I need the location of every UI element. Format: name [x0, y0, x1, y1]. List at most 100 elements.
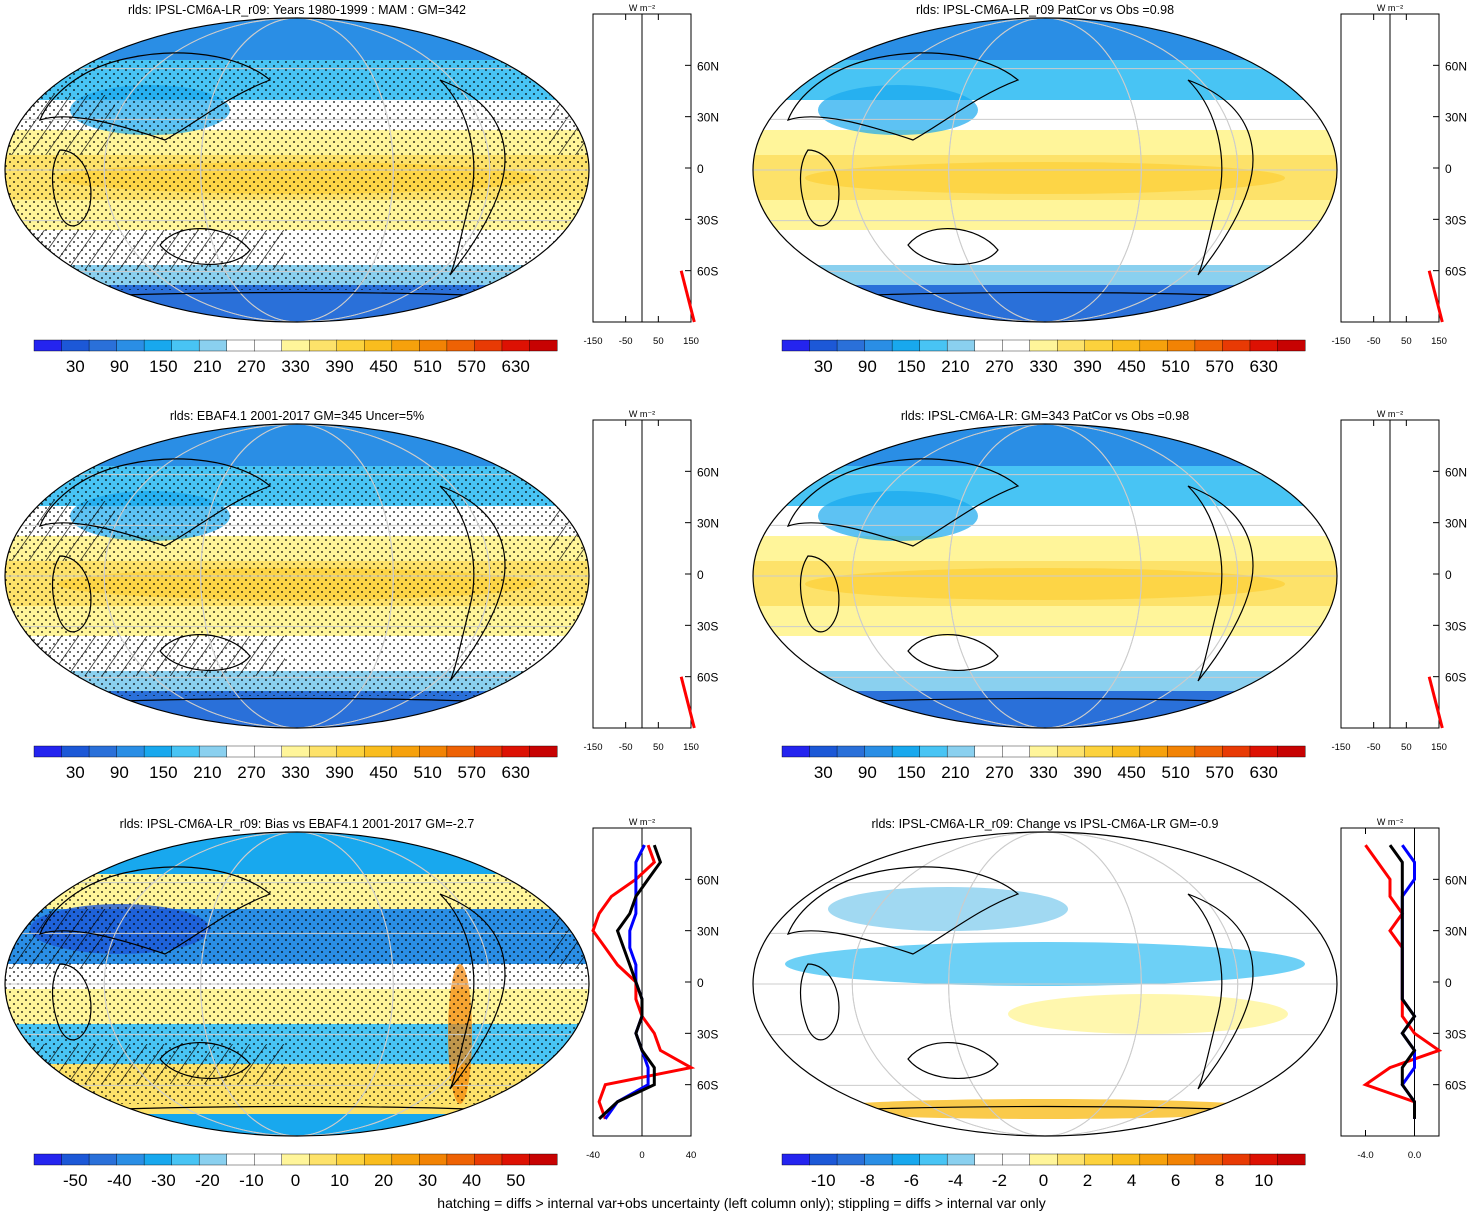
- map-outline: [752, 423, 1338, 729]
- coastline: [159, 1041, 251, 1080]
- profile-lat-label: 30N: [697, 517, 719, 531]
- profile-lat-label: 30S: [697, 619, 718, 633]
- colorbar-label: 330: [1029, 357, 1057, 376]
- colorbar-swatch: [864, 1153, 893, 1166]
- profile-series-red: [1427, 270, 1444, 323]
- map-field: [5, 832, 589, 1136]
- profile-lat-label: 60S: [1445, 265, 1466, 279]
- colorbar-label: 270: [985, 763, 1013, 782]
- profile-lat-label: 60N: [1445, 59, 1467, 73]
- colorbar-swatch: [1222, 745, 1251, 758]
- colorbar-label: 40: [462, 1171, 481, 1190]
- profile-x-label: 150: [1431, 336, 1447, 347]
- colorbar-swatch: [1002, 745, 1031, 758]
- coastline: [51, 149, 92, 227]
- coastline: [159, 633, 251, 672]
- profile-unit: W m⁻²: [1377, 3, 1403, 13]
- colorbar-swatch: [336, 1153, 365, 1166]
- colorbar-swatch: [1194, 745, 1223, 758]
- colorbar-swatch: [474, 1153, 503, 1166]
- colorbar-label: -2: [992, 1171, 1007, 1190]
- colorbar-label: 630: [1250, 763, 1278, 782]
- colorbar-label: -4: [948, 1171, 963, 1190]
- colorbar-swatch: [891, 745, 921, 758]
- profile-lat-label: 60S: [1445, 1079, 1466, 1093]
- colorbar-swatch: [974, 1153, 1003, 1166]
- colorbar-swatch: [529, 339, 558, 352]
- colorbar-label: 330: [281, 763, 309, 782]
- profile-x-label: -150: [583, 336, 602, 347]
- colorbar-label: 150: [149, 357, 177, 376]
- colorbar-label: -8: [860, 1171, 875, 1190]
- colorbar-swatch: [1194, 1153, 1223, 1166]
- coastline: [1187, 485, 1254, 682]
- colorbar-swatch: [1057, 1153, 1086, 1166]
- colorbar-label: 390: [325, 763, 353, 782]
- colorbar-label: 450: [1117, 763, 1145, 782]
- colorbar-swatch: [171, 339, 200, 352]
- coastline: [786, 458, 1020, 547]
- colorbar-label: 510: [413, 763, 441, 782]
- colorbar-label: -30: [151, 1171, 176, 1190]
- colorbar-swatch: [116, 1153, 145, 1166]
- profile-x-label: -4.0: [1357, 1150, 1373, 1161]
- colorbar-swatch: [171, 745, 200, 758]
- profile-lat-label: 30S: [697, 1027, 718, 1041]
- colorbar-swatch: [919, 745, 948, 758]
- colorbar-swatch: [1057, 339, 1086, 352]
- profile-lat-label: 30N: [1445, 925, 1467, 939]
- colorbar-swatch: [1167, 339, 1196, 352]
- profile-lat-label: 30N: [1445, 517, 1467, 531]
- colorbar-swatch: [1112, 339, 1141, 352]
- colorbar-label: 30: [418, 1171, 437, 1190]
- map-outline: [4, 423, 590, 729]
- colorbar-swatch: [446, 1153, 475, 1166]
- colorbar-swatch: [226, 1153, 255, 1166]
- colorbar-swatch: [781, 745, 811, 758]
- colorbar-swatch: [309, 339, 338, 352]
- profile-series-blue: [1400, 844, 1417, 1119]
- coastline: [439, 893, 506, 1090]
- colorbar-swatch: [116, 339, 145, 352]
- colorbar-swatch: [836, 339, 866, 352]
- colorbar-label: 570: [1205, 763, 1233, 782]
- profile-lat-label: 30S: [697, 213, 718, 227]
- colorbar-swatch: [919, 339, 948, 352]
- colorbar-swatch: [33, 339, 63, 352]
- colorbar-label: -10: [239, 1171, 264, 1190]
- colorbar-swatch: [1112, 1153, 1141, 1166]
- colorbar-label: 390: [325, 357, 353, 376]
- profile-lat-label: 60N: [1445, 465, 1467, 479]
- colorbar-swatch: [309, 1153, 338, 1166]
- profile-series-red: [679, 270, 696, 323]
- coastline: [38, 866, 272, 955]
- map-field: [753, 832, 1337, 1136]
- colorbar-swatch: [61, 339, 90, 352]
- colorbar-swatch: [33, 745, 63, 758]
- map-outline: [4, 17, 590, 323]
- map-field: [753, 424, 1337, 728]
- colorbar-swatch: [309, 745, 338, 758]
- profile-lat-label: 0: [1445, 162, 1452, 176]
- profile-lat-label: 0: [697, 976, 704, 990]
- colorbar-swatch: [1084, 745, 1113, 758]
- colorbar-swatch: [529, 1153, 558, 1166]
- coastline: [1187, 893, 1254, 1090]
- profile-lat-label: 0: [697, 162, 704, 176]
- colorbar-swatch: [1139, 339, 1168, 352]
- profile-lat-label: 60S: [697, 265, 718, 279]
- profile-x-label: 0.0: [1408, 1150, 1421, 1161]
- colorbar-swatch: [33, 1153, 63, 1166]
- colorbar-label: 20: [374, 1171, 393, 1190]
- profile-lat-label: 30N: [697, 111, 719, 125]
- coastline: [799, 149, 840, 227]
- profile-lat-label: 60S: [697, 671, 718, 685]
- colorbar-swatch: [529, 745, 558, 758]
- colorbar-swatch: [281, 339, 310, 352]
- colorbar-swatch: [809, 745, 838, 758]
- colorbar-swatch: [1084, 1153, 1113, 1166]
- coastline: [1187, 79, 1254, 276]
- colorbar-swatch: [1277, 339, 1306, 352]
- coastline: [786, 52, 1020, 141]
